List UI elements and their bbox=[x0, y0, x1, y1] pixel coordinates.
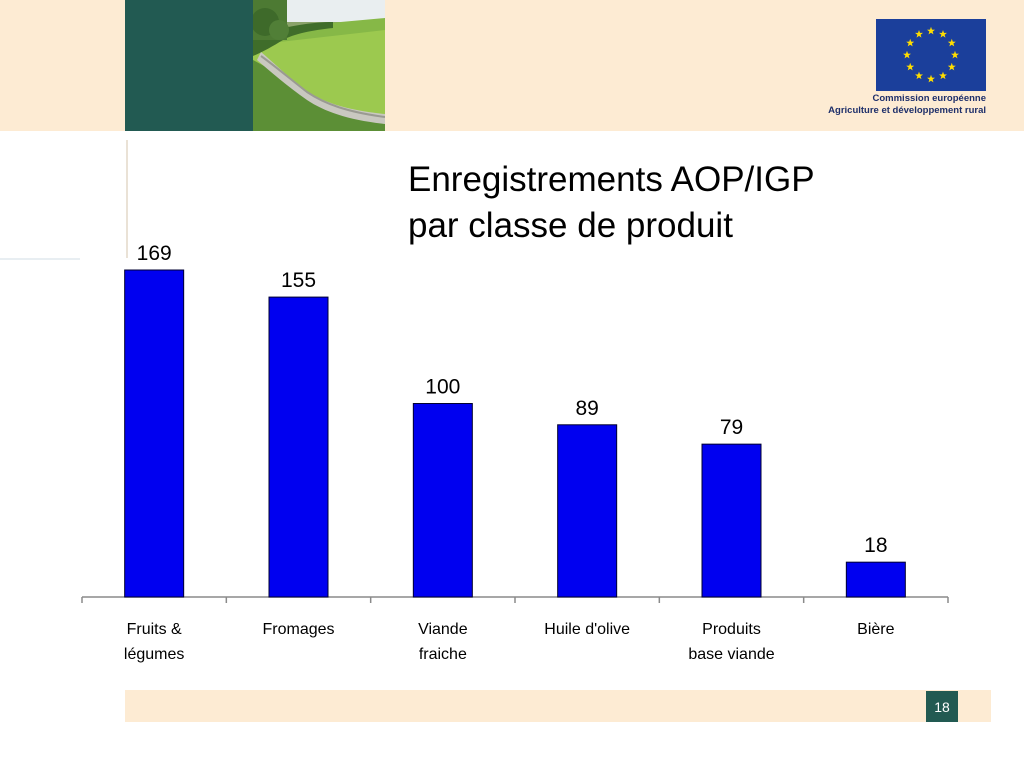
bar bbox=[557, 424, 618, 598]
bar bbox=[124, 269, 185, 598]
eu-star-icon bbox=[951, 50, 959, 59]
eu-star-icon bbox=[927, 26, 935, 35]
eu-star-icon bbox=[915, 30, 923, 38]
bar-value-label: 18 bbox=[864, 534, 887, 557]
eu-caption-line1: Commission européenne bbox=[872, 93, 987, 104]
bar-value-label: 89 bbox=[575, 397, 598, 420]
eu-star-icon bbox=[947, 62, 956, 71]
category-label: Bière bbox=[857, 621, 894, 638]
eu-star-icon bbox=[906, 38, 915, 47]
category-label: Produits bbox=[702, 621, 761, 638]
eu-caption: Commission européenne Agriculture et dév… bbox=[760, 93, 986, 117]
chart-title-line1: Enregistrements AOP/IGP bbox=[408, 160, 815, 199]
eu-star-icon bbox=[939, 30, 947, 38]
bar-value-label: 169 bbox=[137, 242, 172, 265]
bar bbox=[412, 403, 473, 598]
decorative-hline bbox=[0, 258, 80, 260]
category-label: Huile d'olive bbox=[544, 621, 630, 638]
category-label: légumes bbox=[124, 646, 184, 663]
eu-star-icon bbox=[915, 71, 923, 80]
eu-star-icon bbox=[939, 71, 947, 80]
bar-value-label: 100 bbox=[425, 376, 460, 399]
bar-value-label: 155 bbox=[281, 269, 316, 292]
landscape-photo bbox=[253, 0, 385, 131]
bar bbox=[845, 561, 906, 598]
chart-title: Enregistrements AOP/IGP par classe de pr… bbox=[408, 157, 968, 249]
category-label: base viande bbox=[688, 646, 774, 663]
chart-title-line2: par classe de produit bbox=[408, 206, 733, 245]
eu-caption-line2: Agriculture et développement rural bbox=[828, 105, 986, 116]
eu-star-icon bbox=[947, 38, 956, 47]
category-label: Viande bbox=[418, 621, 468, 638]
eu-star-icon bbox=[906, 62, 915, 71]
bar bbox=[268, 296, 329, 598]
header-teal-block bbox=[125, 0, 253, 131]
eu-flag-logo bbox=[876, 19, 986, 91]
page-number: 18 bbox=[926, 691, 958, 722]
category-label: Fromages bbox=[262, 621, 334, 638]
eu-star-icon bbox=[927, 74, 935, 83]
category-label: Fruits & bbox=[127, 621, 182, 638]
decorative-rule bbox=[126, 140, 128, 258]
bar-value-label: 79 bbox=[720, 416, 743, 439]
bar bbox=[701, 443, 762, 598]
footer-band bbox=[125, 690, 991, 722]
category-label: fraiche bbox=[419, 646, 467, 663]
eu-star-icon bbox=[903, 50, 911, 59]
